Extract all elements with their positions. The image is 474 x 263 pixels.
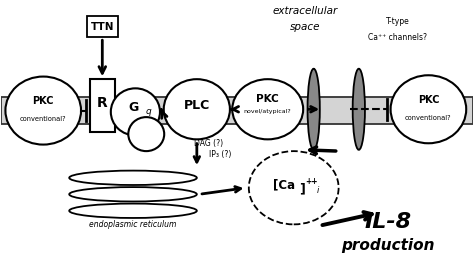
Text: q: q xyxy=(146,107,152,117)
Text: ]: ] xyxy=(299,183,305,196)
Ellipse shape xyxy=(69,171,197,185)
Text: endoplasmic reticulum: endoplasmic reticulum xyxy=(89,220,177,229)
Ellipse shape xyxy=(353,69,365,150)
Text: PKC: PKC xyxy=(33,97,54,107)
Ellipse shape xyxy=(308,69,320,150)
Text: G: G xyxy=(129,102,139,114)
Text: PKC: PKC xyxy=(418,95,439,105)
Text: T-type: T-type xyxy=(386,17,410,26)
Text: novel/atypical?: novel/atypical? xyxy=(244,109,292,114)
Bar xyxy=(0,98,474,124)
Ellipse shape xyxy=(111,88,160,135)
Text: conventional?: conventional? xyxy=(405,115,452,121)
Text: PKC: PKC xyxy=(256,94,279,104)
Text: PLC: PLC xyxy=(184,99,210,112)
Text: extracellular: extracellular xyxy=(273,6,338,16)
Text: conventional?: conventional? xyxy=(20,116,66,122)
Ellipse shape xyxy=(232,79,303,139)
Text: production: production xyxy=(341,238,435,253)
Ellipse shape xyxy=(128,117,164,151)
Ellipse shape xyxy=(164,79,230,139)
Text: space: space xyxy=(290,22,321,32)
Text: [Ca: [Ca xyxy=(273,179,295,192)
Text: ++: ++ xyxy=(305,177,318,186)
Bar xyxy=(90,79,115,132)
Text: IL-8: IL-8 xyxy=(365,212,412,232)
Text: IP₃ (?): IP₃ (?) xyxy=(209,150,231,159)
Text: DAG (?): DAG (?) xyxy=(194,139,223,148)
Bar xyxy=(87,16,118,37)
Ellipse shape xyxy=(69,204,197,218)
Ellipse shape xyxy=(249,151,338,224)
Ellipse shape xyxy=(5,77,81,145)
Text: R: R xyxy=(97,96,108,110)
Text: i: i xyxy=(317,186,319,195)
Text: Ca⁺⁺ channels?: Ca⁺⁺ channels? xyxy=(368,33,427,42)
Text: TTN: TTN xyxy=(91,22,114,32)
Ellipse shape xyxy=(391,75,466,143)
Ellipse shape xyxy=(69,187,197,201)
